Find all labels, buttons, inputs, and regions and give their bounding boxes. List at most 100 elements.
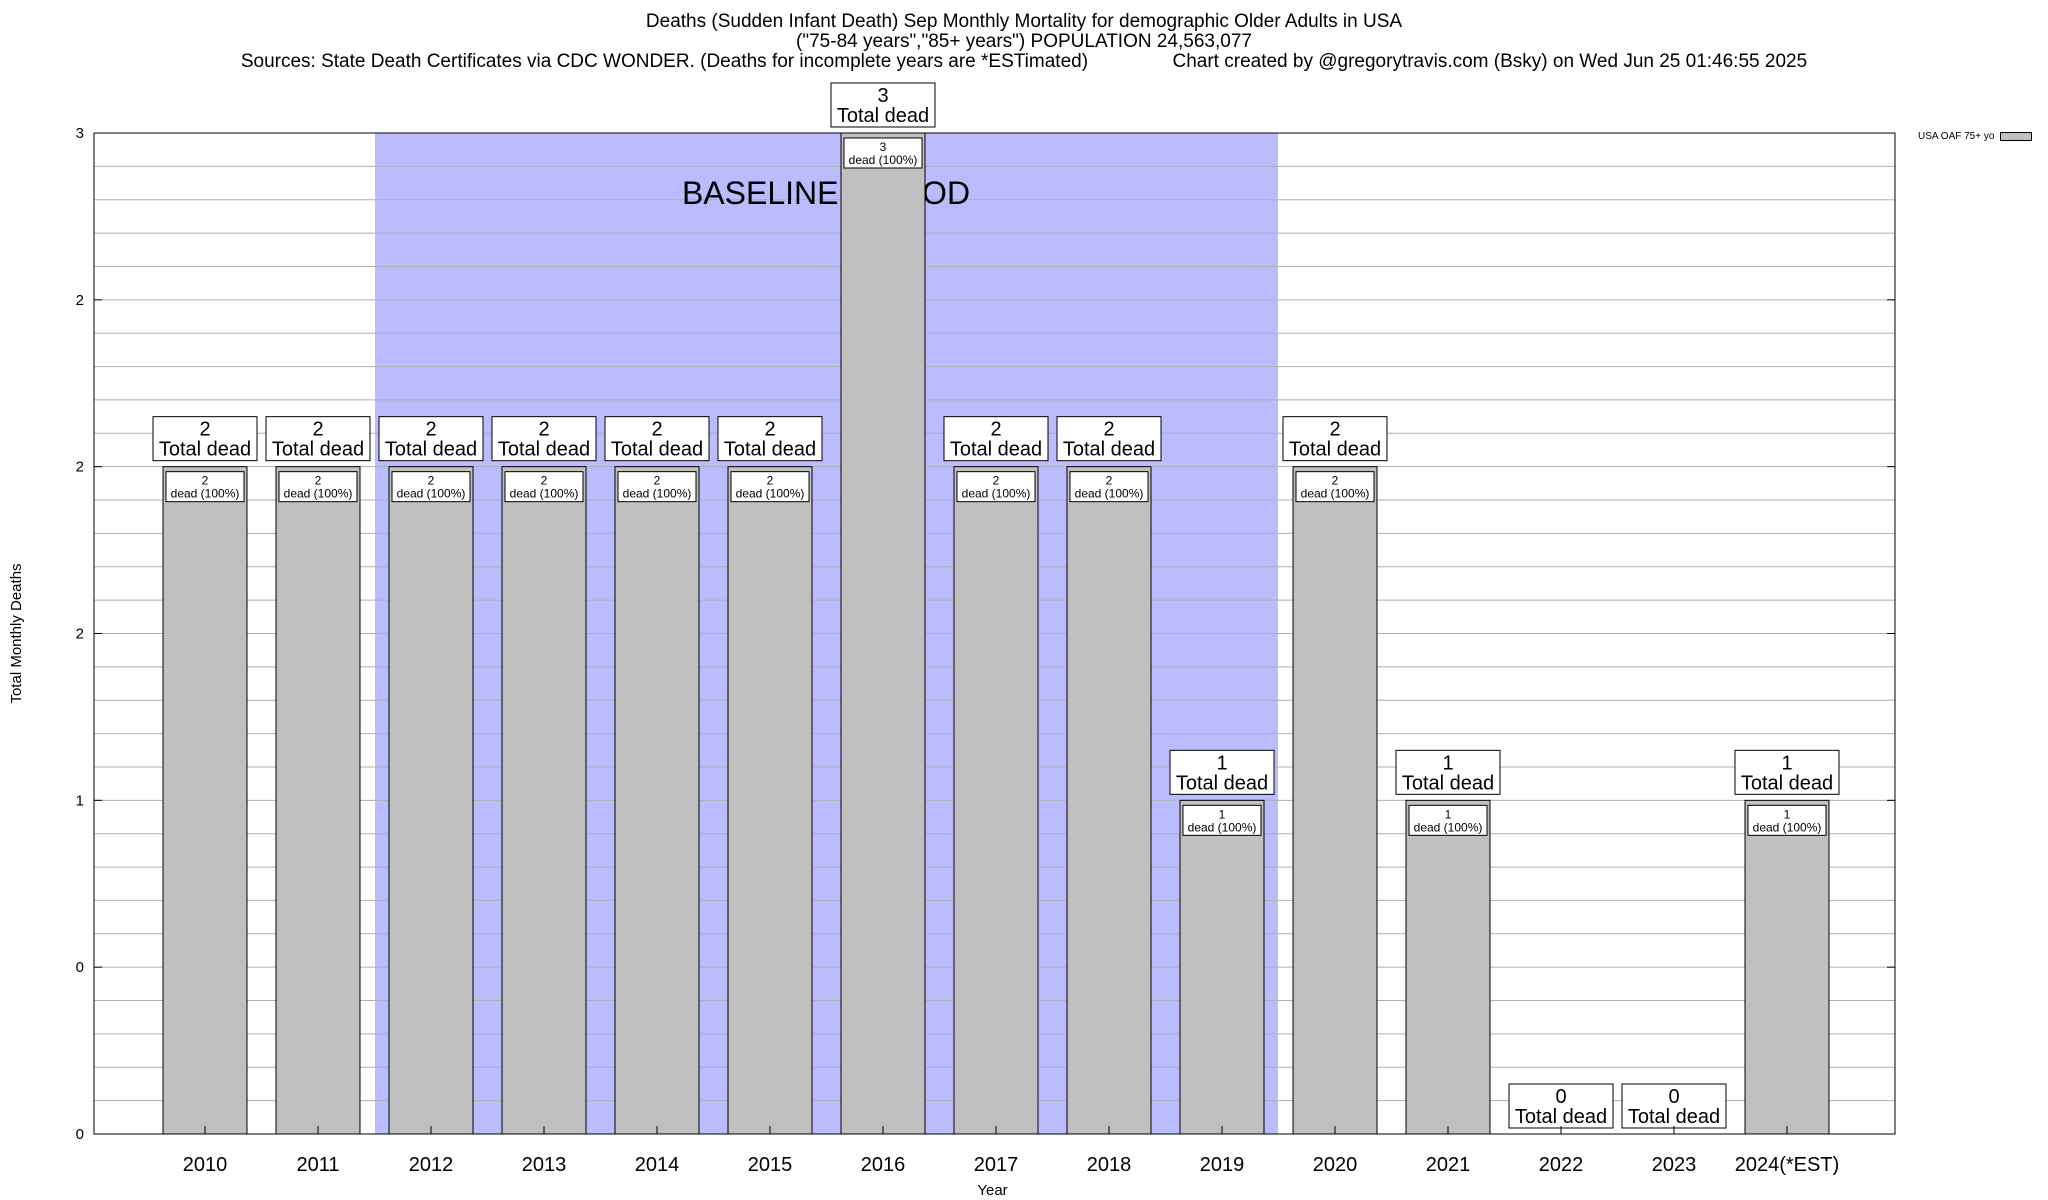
bar-total-label-box	[1169, 749, 1275, 795]
bar-inner-label-box	[956, 471, 1036, 503]
bar-total-label-box	[1056, 416, 1162, 462]
bar	[1066, 466, 1152, 1135]
y-tick-label: 3	[76, 125, 84, 142]
bar	[727, 466, 813, 1135]
bar-inner-label-box	[278, 471, 358, 503]
bar-inner-percent-label: dead (100%)	[1188, 820, 1257, 834]
bar-inner-label-box	[617, 471, 697, 503]
bar-total-value-label: 2	[1329, 419, 1340, 441]
bar-total-value-label: 1	[1442, 752, 1453, 774]
bar-inner-value-label: 3	[880, 140, 887, 154]
bar-total-value-label: 2	[764, 419, 775, 441]
bar-total-value-label: 0	[1555, 1086, 1566, 1108]
x-tick-label: 2016	[861, 1154, 906, 1176]
bar-inner-label-box	[1182, 804, 1262, 836]
bar-inner-percent-label: dead (100%)	[510, 487, 579, 501]
bar-inner-percent-label: dead (100%)	[284, 487, 353, 501]
y-tick-label: 2	[76, 292, 84, 309]
bar-total-label-box	[1734, 749, 1840, 795]
bar	[1405, 799, 1491, 1135]
bar-inner-percent-label: dead (100%)	[1753, 820, 1822, 834]
bar-inner-value-label: 2	[202, 474, 209, 488]
bar-inner-value-label: 2	[1106, 474, 1113, 488]
bar-inner-percent-label: dead (100%)	[962, 487, 1031, 501]
bar-inner-percent-label: dead (100%)	[1075, 487, 1144, 501]
bar-total-label-box	[152, 416, 258, 462]
bar	[840, 132, 926, 1135]
bar-total-value-label: 2	[990, 419, 1001, 441]
bar-inner-percent-label: dead (100%)	[623, 487, 692, 501]
bar	[388, 466, 474, 1135]
bar-inner-label-box	[165, 471, 245, 503]
bar	[1744, 799, 1830, 1135]
x-tick-label: 2018	[1087, 1154, 1132, 1176]
x-tick-label: 2020	[1313, 1154, 1358, 1176]
bar-total-label-box	[265, 416, 371, 462]
bar-total-text-label: Total dead	[498, 439, 590, 461]
y-tick-label: 2	[76, 626, 84, 643]
bar-total-text-label: Total dead	[1402, 772, 1494, 794]
bar-total-text-label: Total dead	[1063, 439, 1155, 461]
x-tick-label: 2014	[635, 1154, 680, 1176]
legend: USA OAF 75+ yo	[1918, 131, 2033, 142]
bar-total-text-label: Total dead	[159, 439, 251, 461]
bar-inner-value-label: 2	[1332, 474, 1339, 488]
x-tick-label: 2017	[974, 1154, 1019, 1176]
bar-total-value-label: 1	[1781, 752, 1792, 774]
bar-inner-value-label: 1	[1445, 807, 1452, 821]
bar-total-label-box	[378, 416, 484, 462]
chart-source-line: Sources: State Death Certificates via CD…	[0, 52, 2048, 72]
bar-total-text-label: Total dead	[385, 439, 477, 461]
bar-inner-label-box	[843, 137, 923, 169]
bar-inner-value-label: 1	[1219, 807, 1226, 821]
bar-total-label-box	[1508, 1083, 1614, 1129]
legend-swatch	[2000, 131, 2033, 141]
chart-title-block: Deaths (Sudden Infant Death) Sep Monthly…	[0, 12, 2048, 72]
plot-frame	[93, 132, 1896, 1135]
bar-total-label-box	[604, 416, 710, 462]
bar-inner-percent-label: dead (100%)	[1301, 487, 1370, 501]
bar-inner-value-label: 2	[315, 474, 322, 488]
bar	[1292, 466, 1378, 1135]
bar-total-text-label: Total dead	[837, 105, 929, 127]
bar-total-text-label: Total dead	[272, 439, 364, 461]
x-tick-label: 2010	[183, 1154, 228, 1176]
bar	[501, 466, 587, 1135]
x-axis-label: Year	[977, 1182, 1007, 1199]
chart-credit: Chart created by @gregorytravis.com (Bsk…	[1172, 51, 1808, 72]
x-tick-label: 2022	[1539, 1154, 1584, 1176]
bar-inner-percent-label: dead (100%)	[1414, 820, 1483, 834]
bar-total-text-label: Total dead	[1176, 772, 1268, 794]
bar-total-label-box	[717, 416, 823, 462]
bar-inner-label-box	[1747, 804, 1827, 836]
x-tick-label: 2015	[748, 1154, 793, 1176]
bar-total-text-label: Total dead	[611, 439, 703, 461]
bar-total-label-box	[1282, 416, 1388, 462]
bar-inner-percent-label: dead (100%)	[171, 487, 240, 501]
bar-total-text-label: Total dead	[724, 439, 816, 461]
x-tick-label: 2011	[296, 1154, 339, 1176]
bar-total-text-label: Total dead	[1741, 772, 1833, 794]
bar-total-text-label: Total dead	[1515, 1106, 1607, 1128]
x-tick-label: 2012	[409, 1154, 454, 1176]
bar-total-label-box	[943, 416, 1049, 462]
x-tick-label: 2013	[522, 1154, 567, 1176]
y-tick-label: 0	[76, 1126, 84, 1143]
bar	[614, 466, 700, 1135]
bar-total-value-label: 2	[425, 419, 436, 441]
bar-inner-label-box	[391, 471, 471, 503]
bar-total-value-label: 2	[651, 419, 662, 441]
bar-inner-percent-label: dead (100%)	[397, 487, 466, 501]
bar	[275, 466, 361, 1135]
y-tick-label: 0	[76, 959, 84, 976]
bar-inner-value-label: 2	[654, 474, 661, 488]
bar-total-value-label: 2	[199, 419, 210, 441]
bar-total-value-label: 3	[877, 85, 888, 107]
chart-subtitle: ("75-84 years","85+ years") POPULATION 2…	[796, 31, 1252, 52]
bar-inner-percent-label: dead (100%)	[849, 153, 918, 167]
x-tick-label: 2021	[1426, 1154, 1471, 1176]
chart-sources: Sources: State Death Certificates via CD…	[240, 51, 1089, 72]
bar-total-value-label: 1	[1216, 752, 1227, 774]
bar	[1179, 799, 1265, 1135]
bar-inner-value-label: 1	[1784, 807, 1791, 821]
